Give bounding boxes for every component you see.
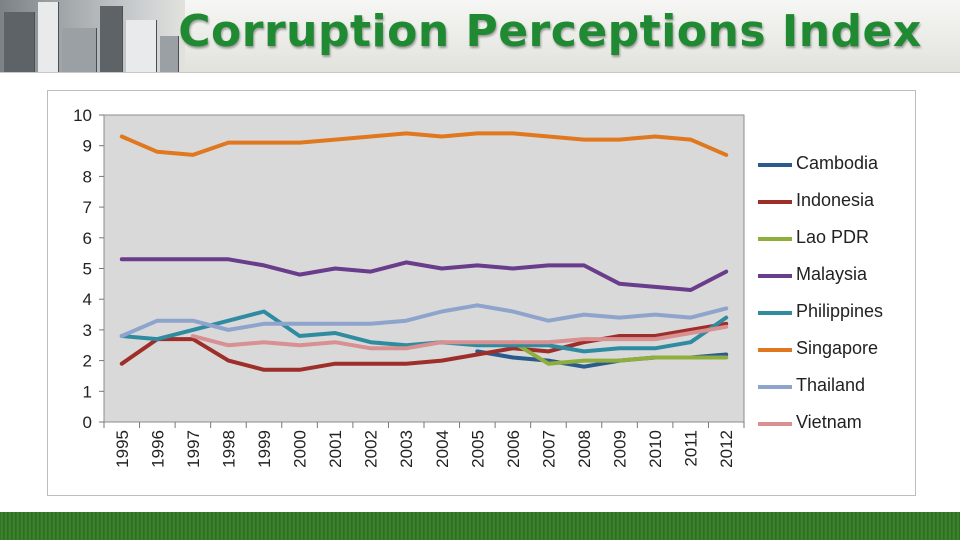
x-tick-label: 2004 <box>433 430 452 468</box>
legend-swatch <box>758 237 792 241</box>
legend-swatch <box>758 311 792 315</box>
x-tick-label: 2006 <box>504 430 523 468</box>
series-line-singapore <box>119 131 729 157</box>
x-tick-label: 1995 <box>113 430 132 468</box>
series-line-lao-pdr <box>510 340 729 366</box>
legend-swatch <box>758 422 792 426</box>
x-tick-label: 2007 <box>539 430 558 468</box>
footer-bar <box>0 512 960 540</box>
legend-label: Malaysia <box>796 264 868 284</box>
x-tick-label: 2010 <box>646 430 665 468</box>
legend-label: Philippines <box>796 301 884 321</box>
line-chart: 0 1 2 3 4 5 6 7 8 9 10 1995 1996 1997 1998 1999 2000 2001… <box>73 106 745 468</box>
y-tick-label: 6 <box>83 229 92 248</box>
series-line-indonesia <box>119 321 729 372</box>
slide-header: Corruption Perceptions Index <box>0 0 960 73</box>
y-tick-label: 3 <box>83 321 92 340</box>
x-tick-label: 2001 <box>326 430 345 468</box>
x-tick-label: 2002 <box>362 430 381 468</box>
series-line-vietnam <box>190 324 729 351</box>
y-tick-label: 0 <box>83 413 92 432</box>
legend-swatch <box>758 163 792 167</box>
legend-label: Thailand <box>796 375 866 395</box>
x-tick-label: 1998 <box>219 430 238 468</box>
x-tick-label: 2003 <box>397 430 416 468</box>
y-tick-label: 5 <box>83 260 92 279</box>
x-tick-label: 1997 <box>184 430 203 468</box>
chart-container: 0 1 2 3 4 5 6 7 8 9 10 1995 1996 1997 1998 1999 2000 2001… <box>47 90 916 496</box>
x-tick-label: 2012 <box>717 430 736 468</box>
page-title: Corruption Perceptions Index <box>178 6 922 57</box>
legend-swatch <box>758 385 792 389</box>
plot-area <box>103 114 745 423</box>
legend-label: Indonesia <box>796 190 875 210</box>
y-tick-label: 7 <box>83 198 92 217</box>
y-tick-label: 4 <box>83 290 92 309</box>
y-tick-label: 8 <box>83 167 92 186</box>
series-line-malaysia <box>119 257 729 292</box>
legend-label: Lao PDR <box>796 227 870 247</box>
legend-swatch <box>758 274 792 278</box>
legend-swatch <box>758 200 792 204</box>
series-line-thailand <box>119 303 729 338</box>
y-tick-label: 1 <box>83 382 92 401</box>
x-tick-label: 1999 <box>255 430 274 468</box>
x-tick-label: 2008 <box>575 430 594 468</box>
x-tick-label: 2011 <box>682 430 701 467</box>
y-tick-label: 10 <box>73 106 92 125</box>
y-tick-label: 9 <box>83 137 92 156</box>
x-tick-label: 2009 <box>611 430 630 468</box>
x-tick-label: 1996 <box>148 430 167 468</box>
x-tick-label: 2000 <box>291 430 310 468</box>
x-tick-label: 2005 <box>468 430 487 468</box>
legend-label: Singapore <box>796 338 879 358</box>
legend-label: Cambodia <box>796 153 879 173</box>
city-skyline-image <box>0 0 185 72</box>
legend-swatch <box>758 348 792 352</box>
y-tick-label: 2 <box>83 352 92 371</box>
legend-label: Vietnam <box>796 412 862 432</box>
